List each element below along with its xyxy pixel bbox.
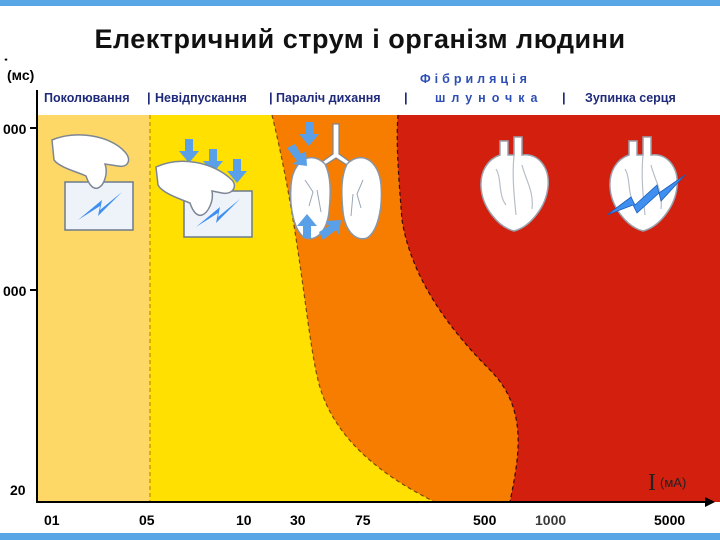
x-axis-symbol: I: [648, 470, 656, 496]
zone-separator: |: [404, 90, 408, 105]
zone-label-fibrillation-line2: шлуночка: [435, 91, 544, 105]
x-tick-label: 75: [355, 512, 371, 528]
x-tick-label: 05: [139, 512, 155, 528]
heart-icon: [480, 136, 549, 232]
x-tick-label: 500: [473, 512, 497, 528]
x-tick-label: 30: [290, 512, 306, 528]
heart-arrest-icon: [606, 136, 686, 232]
zone-separator: |: [562, 90, 566, 105]
x-axis-unit: I (мА): [648, 470, 686, 497]
y-axis-unit: (мс): [7, 67, 35, 83]
x-tick-label: 1000: [535, 512, 567, 528]
x-tick-label: 5000: [654, 512, 686, 528]
zone-label-no-release: Невідпускання: [155, 91, 247, 105]
x-axis-unit-text: (мА): [660, 475, 687, 490]
boundary-line-3: [396, 114, 519, 503]
y-tick-label: 000: [3, 121, 27, 137]
bottom-border-bar: [0, 533, 720, 540]
x-axis-arrow: [705, 497, 715, 507]
page-title: Електричний струм і організм людини: [94, 24, 626, 54]
top-border-bar: [0, 0, 720, 6]
zone-label-fibrillation-line1: Фібриляція: [420, 72, 531, 86]
hand-arrows-icon: [155, 139, 253, 238]
zone-label-cardiac-arrest: Зупинка серця: [585, 91, 676, 105]
hand-tingling-icon: [51, 134, 134, 231]
zone-label-tingling: Поколювання: [44, 91, 130, 105]
zone-label-resp-paralysis: Параліч дихання: [276, 91, 381, 105]
lungs-icon: [287, 122, 383, 240]
zone-separator: |: [269, 90, 273, 105]
x-tick-label: 01: [44, 512, 60, 528]
y-tick-label: 20: [10, 482, 26, 498]
y-axis-corner-mark: ˙: [3, 56, 9, 76]
y-tick-label: 000: [3, 283, 27, 299]
zone-separator: |: [147, 90, 151, 105]
x-tick-label: 10: [236, 512, 252, 528]
